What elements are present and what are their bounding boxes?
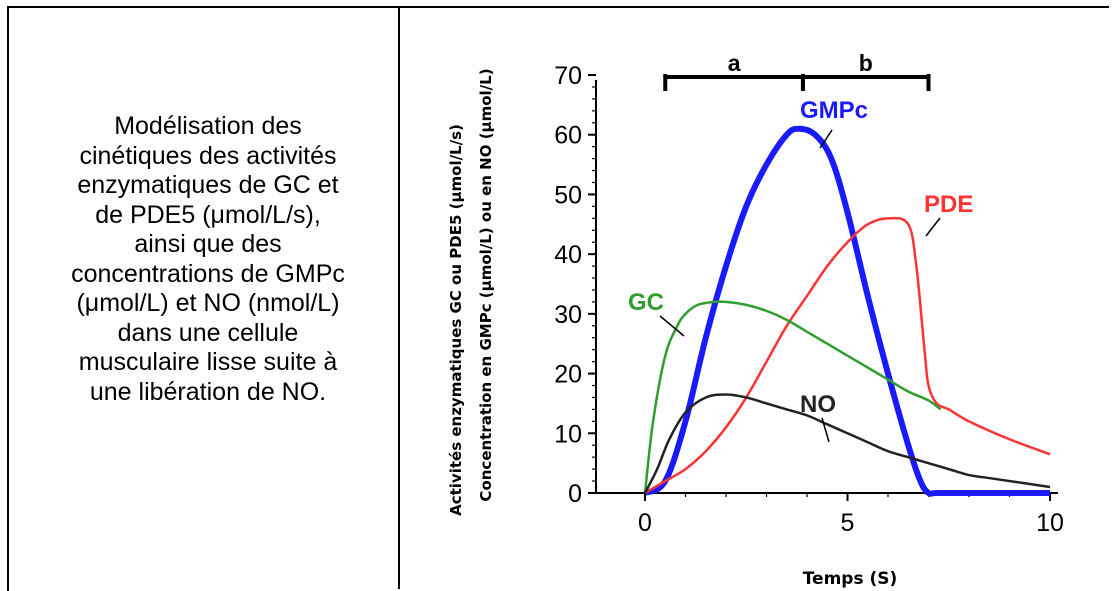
y-axis-title-enzymes: Activités enzymatiques GC ou PDE5 (µmol/… [447, 124, 465, 516]
y-tick-label: 20 [554, 361, 582, 389]
column-divider [398, 6, 400, 589]
series-label-no: NO [800, 391, 836, 418]
series-leader-no [821, 417, 830, 443]
series-label-gmpc: GMPc [800, 97, 868, 124]
series-leader-gmpc [819, 129, 833, 149]
y-tick-label: 0 [568, 480, 582, 508]
y-tick-label: 60 [554, 122, 582, 150]
x-axis-title: Temps (S) [803, 569, 898, 589]
x-tick-label: 10 [1036, 509, 1064, 537]
caption-line: cinétiques des activités [79, 141, 337, 170]
caption-line: concentrations de GMPc [71, 259, 345, 288]
y-tick-label: 70 [554, 62, 582, 90]
label-layer: a b GMPc PDE GC NO [628, 50, 973, 443]
series-line-gmpc [643, 125, 1050, 497]
caption-line: Modélisation des [114, 112, 302, 140]
series-line-pde [644, 216, 1051, 495]
axes: 0 10 20 30 40 50 60 70 0 5 10 Activités enzymatique… [447, 62, 1064, 589]
series-leader-gc [659, 315, 685, 337]
caption-line: dans une cellule [117, 318, 299, 347]
series-line-gc [643, 300, 942, 494]
caption-line: ainsi que des [134, 230, 282, 258]
x-tick-label: 5 [841, 509, 855, 537]
caption-line: une libération de NO. [89, 377, 327, 406]
series-label-pde: PDE [924, 191, 973, 218]
y-tick-label: 50 [554, 181, 582, 209]
y-axis-title-concentration: Concentration en GMPc (µmol/L) ou en NO … [477, 68, 495, 501]
series-label-gc: GC [628, 289, 664, 316]
caption-line: (μmol/L) et NO (nmol/L) [76, 289, 340, 317]
table-frame [7, 6, 1109, 591]
caption: Modélisation des cinétiques des activité… [58, 112, 358, 407]
caption-line: de PDE5 (μmol/L/s), [95, 200, 321, 229]
x-tick-label: 0 [638, 509, 652, 537]
y-tick-label: 40 [554, 241, 582, 269]
phase-label-a: a [728, 50, 741, 76]
series-layer [643, 125, 1051, 497]
phase-label-b: b [859, 50, 873, 76]
y-tick-label: 30 [554, 301, 582, 329]
series-leader-pde [925, 217, 941, 237]
y-tick-label: 10 [554, 420, 582, 448]
caption-line: enzymatiques de GC et [77, 171, 339, 199]
caption-line: musculaire lisse suite à [78, 348, 338, 376]
series-line-no [643, 393, 1051, 494]
